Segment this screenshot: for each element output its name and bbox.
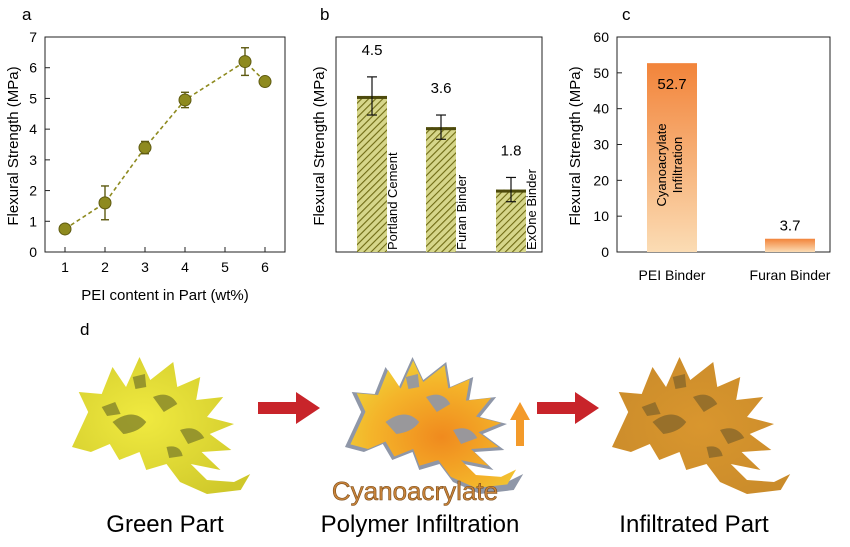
a-xtick-label: 1 [61,259,69,275]
infiltrated-part-leaf [612,357,791,494]
b-value-label: 1.8 [501,142,522,159]
a-ytick-label: 0 [29,244,37,260]
caption-green-part: Green Part [106,511,224,538]
a-data-point [238,55,252,69]
arrow-up-icon [510,402,530,446]
a-xtick-label: 2 [101,259,109,275]
b-bar [357,95,387,252]
a-ytick-label: 1 [29,213,37,229]
chart-b-ylabel: Flexural Strength (MPa) [311,66,328,225]
chart-b: Flexural Strength (MPa) 4.5 Portland Ceme… [311,36,543,253]
a-xtick-label: 5 [221,259,229,275]
c-bar-annotation: Infiltration [670,137,685,193]
panel-letter-c: c [622,5,631,24]
a-ytick-label: 5 [29,90,37,106]
a-xtick-label: 3 [141,259,149,275]
chart-a: Flexural Strength (MPa) PEI content in P… [5,29,286,304]
a-trend-line [64,60,266,230]
chart-a-ylabel: Flexural Strength (MPa) [5,66,22,225]
a-ytick-label: 2 [29,183,37,199]
c-bar-annotation: Cyanoacrylate [654,123,669,206]
c-bar [647,63,697,253]
process-diagram: Cyanoacrylate Green Part Polymer Infiltr… [72,357,791,538]
b-category-label: Portland Cement [385,152,400,250]
chart-a-frame [44,36,286,253]
c-ytick-label: 20 [593,172,609,188]
b-category-label: Furan Binder [454,174,469,250]
b-category-label: ExOne Binder [524,168,539,250]
panel-letter-b: b [320,5,329,24]
a-data-point [58,222,72,236]
panel-letter-d: d [80,320,89,339]
chart-c-ylabel: Flexural Strength (MPa) [567,66,584,225]
caption-polymer-infiltration: Polymer Infiltration [321,511,520,538]
green-part-leaf [72,357,251,494]
a-ytick-label: 3 [29,152,37,168]
a-xtick-label: 6 [261,259,269,275]
c-category-label: Furan Binder [750,267,831,283]
c-ytick-label: 40 [593,101,609,117]
c-bar [765,238,815,252]
c-ytick-label: 30 [593,137,609,153]
c-value-label: 3.7 [780,218,801,235]
c-ytick-label: 60 [593,29,609,45]
a-data-point [98,196,112,210]
c-ytick-label: 10 [593,208,609,224]
arrow-right-2 [537,392,599,424]
caption-infiltrated-part: Infiltrated Part [619,511,769,538]
chart-c: Flexural Strength (MPa) 0 10 20 30 40 50 60 52… [567,29,831,283]
b-value-label: 3.6 [431,80,452,97]
panel-letter-a: a [22,5,32,24]
c-ytick-label: 0 [601,244,609,260]
a-ytick-label: 4 [29,121,37,137]
b-value-label: 4.5 [362,42,383,59]
infiltration-leaf [345,357,524,494]
a-ytick-label: 6 [29,60,37,76]
arrow-right-1 [258,392,320,424]
c-value-label: 52.7 [657,76,686,93]
c-ytick-label: 50 [593,65,609,81]
a-ytick-label: 7 [29,29,37,45]
b-bar [426,127,456,252]
cyanoacrylate-label: Cyanoacrylate [332,476,498,506]
a-xtick-label: 4 [181,259,189,275]
chart-a-xlabel: PEI content in Part (wt%) [81,287,249,304]
a-data-point [178,93,192,107]
a-data-point [138,141,152,155]
c-category-label: PEI Binder [639,267,706,283]
a-data-point [258,75,272,89]
